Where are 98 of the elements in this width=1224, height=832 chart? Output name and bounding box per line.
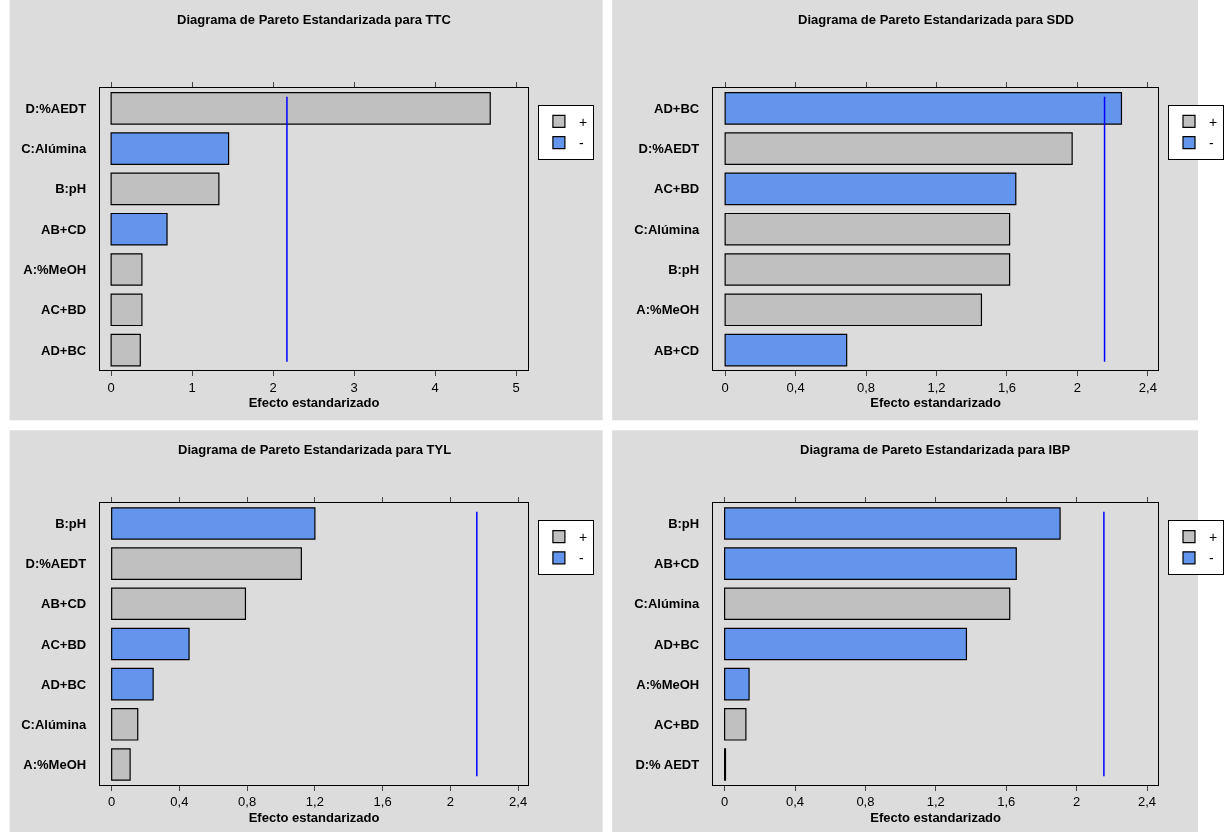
x-tick-label: 3 <box>350 379 358 395</box>
bar <box>724 212 1011 246</box>
x-tick-label: 1,6 <box>997 379 1017 395</box>
bar <box>111 627 190 661</box>
bar <box>110 253 143 286</box>
bar <box>724 507 1061 540</box>
bar <box>111 507 316 540</box>
bar <box>724 708 747 741</box>
bar <box>724 293 983 327</box>
x-axis-title: Efecto estandarizado <box>870 395 1002 411</box>
y-tick-label: D:%AEDT <box>25 556 87 572</box>
y-tick-label: B:pH <box>55 516 87 531</box>
bar <box>724 132 1073 165</box>
x-tick-label: 2,4 <box>1137 794 1157 810</box>
bar <box>111 748 131 781</box>
y-tick-label: AC+BD <box>654 716 700 732</box>
chart-title: Diagrama de Pareto Estandarizada para TTC <box>177 12 452 27</box>
x-tick-label: 2 <box>1073 379 1082 395</box>
y-tick-label: D:%AEDT <box>25 100 87 116</box>
x-axis-title: Efecto estandarizado <box>870 809 1002 825</box>
y-tick-label: AC+BD <box>41 302 87 318</box>
x-tick-label: 1,6 <box>373 794 392 810</box>
y-tick-label: AD+BC <box>654 100 700 116</box>
y-tick-label: B:pH <box>668 516 700 531</box>
y-tick-label: A:%MeOH <box>636 676 700 692</box>
y-tick-label: AB+CD <box>41 596 87 612</box>
x-tick-label: 1 <box>188 379 196 395</box>
x-tick-label: 2 <box>1073 794 1081 810</box>
x-tick-label: 2,4 <box>509 794 528 810</box>
y-tick-label: AC+BD <box>654 181 700 197</box>
bar <box>111 547 302 580</box>
x-tick-label: 0,4 <box>785 794 805 810</box>
x-tick-label: 1,2 <box>927 379 946 395</box>
x-axis-title: Efecto estandarizado <box>248 809 380 825</box>
legend-label: + <box>578 113 588 130</box>
x-tick-label: 0,4 <box>170 794 189 810</box>
bar <box>110 172 220 206</box>
y-tick-label: AD+BC <box>41 676 87 692</box>
y-tick-label: A:%MeOH <box>23 757 87 773</box>
legend-label: + <box>1209 113 1218 130</box>
y-tick-label: B:pH <box>55 181 87 197</box>
y-tick-label: D:%AEDT <box>638 141 700 157</box>
x-tick-label: 0,8 <box>856 794 875 810</box>
x-tick-label: 5 <box>512 379 520 395</box>
y-tick-label: AB+CD <box>654 342 700 358</box>
bar <box>724 253 1011 286</box>
x-tick-label: 1,6 <box>997 794 1016 810</box>
bar <box>724 667 750 701</box>
y-tick-label: B:pH <box>668 262 700 278</box>
y-tick-label: AC+BD <box>41 636 87 652</box>
bar <box>724 587 1011 621</box>
bar <box>724 172 1017 206</box>
bar <box>111 708 139 741</box>
legend-label: + <box>578 529 588 546</box>
legend-label: - <box>578 135 584 152</box>
chart-title: Diagrama de Pareto Estandarizada para TYL <box>178 442 452 457</box>
bar <box>110 132 230 165</box>
y-tick-label: A:%MeOH <box>636 302 700 318</box>
y-tick-label: D:% AEDT <box>635 757 700 773</box>
y-tick-label: AB+CD <box>654 556 700 572</box>
bar <box>110 333 141 367</box>
y-tick-label: AD+BC <box>41 342 87 358</box>
bar <box>110 212 168 246</box>
chart-title: Diagrama de Pareto Estandarizada para IBP <box>800 442 1071 457</box>
x-tick-label: 0,8 <box>857 379 876 395</box>
x-tick-label: 1,2 <box>926 794 945 810</box>
chart-title: Diagrama de Pareto Estandarizada para SDD <box>798 12 1074 27</box>
x-tick-label: 2,4 <box>1138 379 1157 395</box>
x-tick-label: 0,8 <box>238 794 257 810</box>
bar <box>724 547 1017 580</box>
bar <box>110 92 491 125</box>
bar <box>724 92 1123 125</box>
bar <box>111 587 247 621</box>
y-tick-label: C:Alúmina <box>634 596 700 612</box>
x-tick-label: 4 <box>431 379 439 395</box>
y-tick-label: C:Alúmina <box>21 141 87 157</box>
legend-label: - <box>1209 550 1214 567</box>
y-tick-label: AB+CD <box>41 221 87 237</box>
y-tick-label: C:Alúmina <box>21 716 87 732</box>
y-tick-label: C:Alúmina <box>634 221 700 237</box>
legend-label: - <box>578 550 584 567</box>
bar <box>110 293 143 327</box>
legend-label: - <box>1209 135 1214 152</box>
x-tick-label: 0,4 <box>786 379 805 395</box>
x-tick-label: 0 <box>721 379 729 395</box>
y-tick-label: AD+BC <box>654 636 700 652</box>
x-tick-label: 0 <box>720 794 729 810</box>
x-tick-label: 0 <box>108 794 116 810</box>
x-tick-label: 2 <box>269 379 277 395</box>
x-tick-label: 2 <box>446 794 455 810</box>
bar <box>724 333 848 367</box>
y-tick-label: A:%MeOH <box>23 262 87 278</box>
x-axis-title: Efecto estandarizado <box>248 395 380 411</box>
x-tick-label: 0 <box>107 379 115 395</box>
x-tick-label: 1,2 <box>305 794 324 810</box>
bar <box>724 627 968 661</box>
bar <box>111 667 154 701</box>
legend-label: + <box>1209 529 1218 546</box>
